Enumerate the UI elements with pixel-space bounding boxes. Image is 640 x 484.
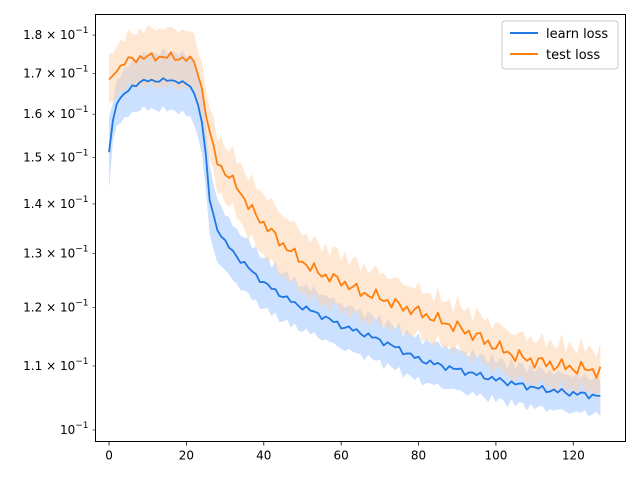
series-line-test-loss — [108, 51, 602, 379]
y-tick-exponent: −1 — [75, 195, 88, 205]
y-tick-exponent: −1 — [75, 64, 88, 74]
series-lines — [108, 51, 602, 400]
y-tick-mantissa: 1.7 × 10 — [23, 66, 75, 80]
y-tick-exponent: −1 — [75, 26, 88, 36]
x-tick-label: 60 — [334, 449, 349, 463]
y-tick-mantissa: 1.2 × 10 — [23, 300, 75, 314]
y-tick-mantissa: 1.1 × 10 — [23, 359, 75, 373]
y-tick-mantissa: 1.4 × 10 — [23, 197, 75, 211]
x-tick-label: 0 — [105, 449, 113, 463]
legend-label-test-loss: test loss — [546, 48, 600, 63]
y-tick-exponent: −1 — [75, 245, 88, 255]
plot-frame — [95, 14, 626, 442]
y-tick-label: 1.3 × 10−1 — [23, 245, 88, 261]
x-tick-label: 100 — [484, 449, 507, 463]
y-tick-exponent: −1 — [75, 357, 88, 367]
x-tick-label: 20 — [179, 449, 194, 463]
y-tick-mantissa: 1.6 × 10 — [23, 107, 75, 121]
legend-label-learn-loss: learn loss — [546, 27, 608, 42]
y-tick-label: 10−1 — [60, 421, 89, 437]
x-tick-label: 40 — [256, 449, 271, 463]
confidence-bands — [109, 24, 601, 417]
x-tick-label: 80 — [411, 449, 426, 463]
series-line-learn-loss — [108, 77, 601, 400]
y-tick-label: 1.5 × 10−1 — [23, 149, 88, 165]
y-tick-mantissa: 1.8 × 10 — [23, 28, 75, 42]
y-tick-mantissa: 1.5 × 10 — [23, 151, 75, 165]
y-tick-exponent: −1 — [75, 298, 88, 308]
y-tick-label: 1.2 × 10−1 — [23, 298, 88, 314]
y-axis-ticks: 10−11.1 × 10−11.2 × 10−11.3 × 10−11.4 × … — [23, 26, 96, 437]
x-tick-label: 120 — [562, 449, 585, 463]
y-tick-label: 1.7 × 10−1 — [23, 64, 88, 80]
y-tick-label: 1.1 × 10−1 — [23, 357, 88, 373]
y-tick-mantissa: 1.3 × 10 — [23, 247, 75, 261]
y-tick-label: 1.4 × 10−1 — [23, 195, 88, 211]
y-tick-exponent: −1 — [75, 421, 88, 431]
y-tick-mantissa: 10 — [60, 423, 75, 437]
y-tick-label: 1.8 × 10−1 — [23, 26, 88, 42]
y-tick-label: 1.6 × 10−1 — [23, 105, 88, 121]
x-axis-ticks: 0 20 40 60 80 100 120 — [105, 441, 585, 463]
y-tick-exponent: −1 — [75, 105, 88, 115]
legend: learn loss test loss — [501, 20, 619, 70]
y-tick-exponent: −1 — [75, 149, 88, 159]
